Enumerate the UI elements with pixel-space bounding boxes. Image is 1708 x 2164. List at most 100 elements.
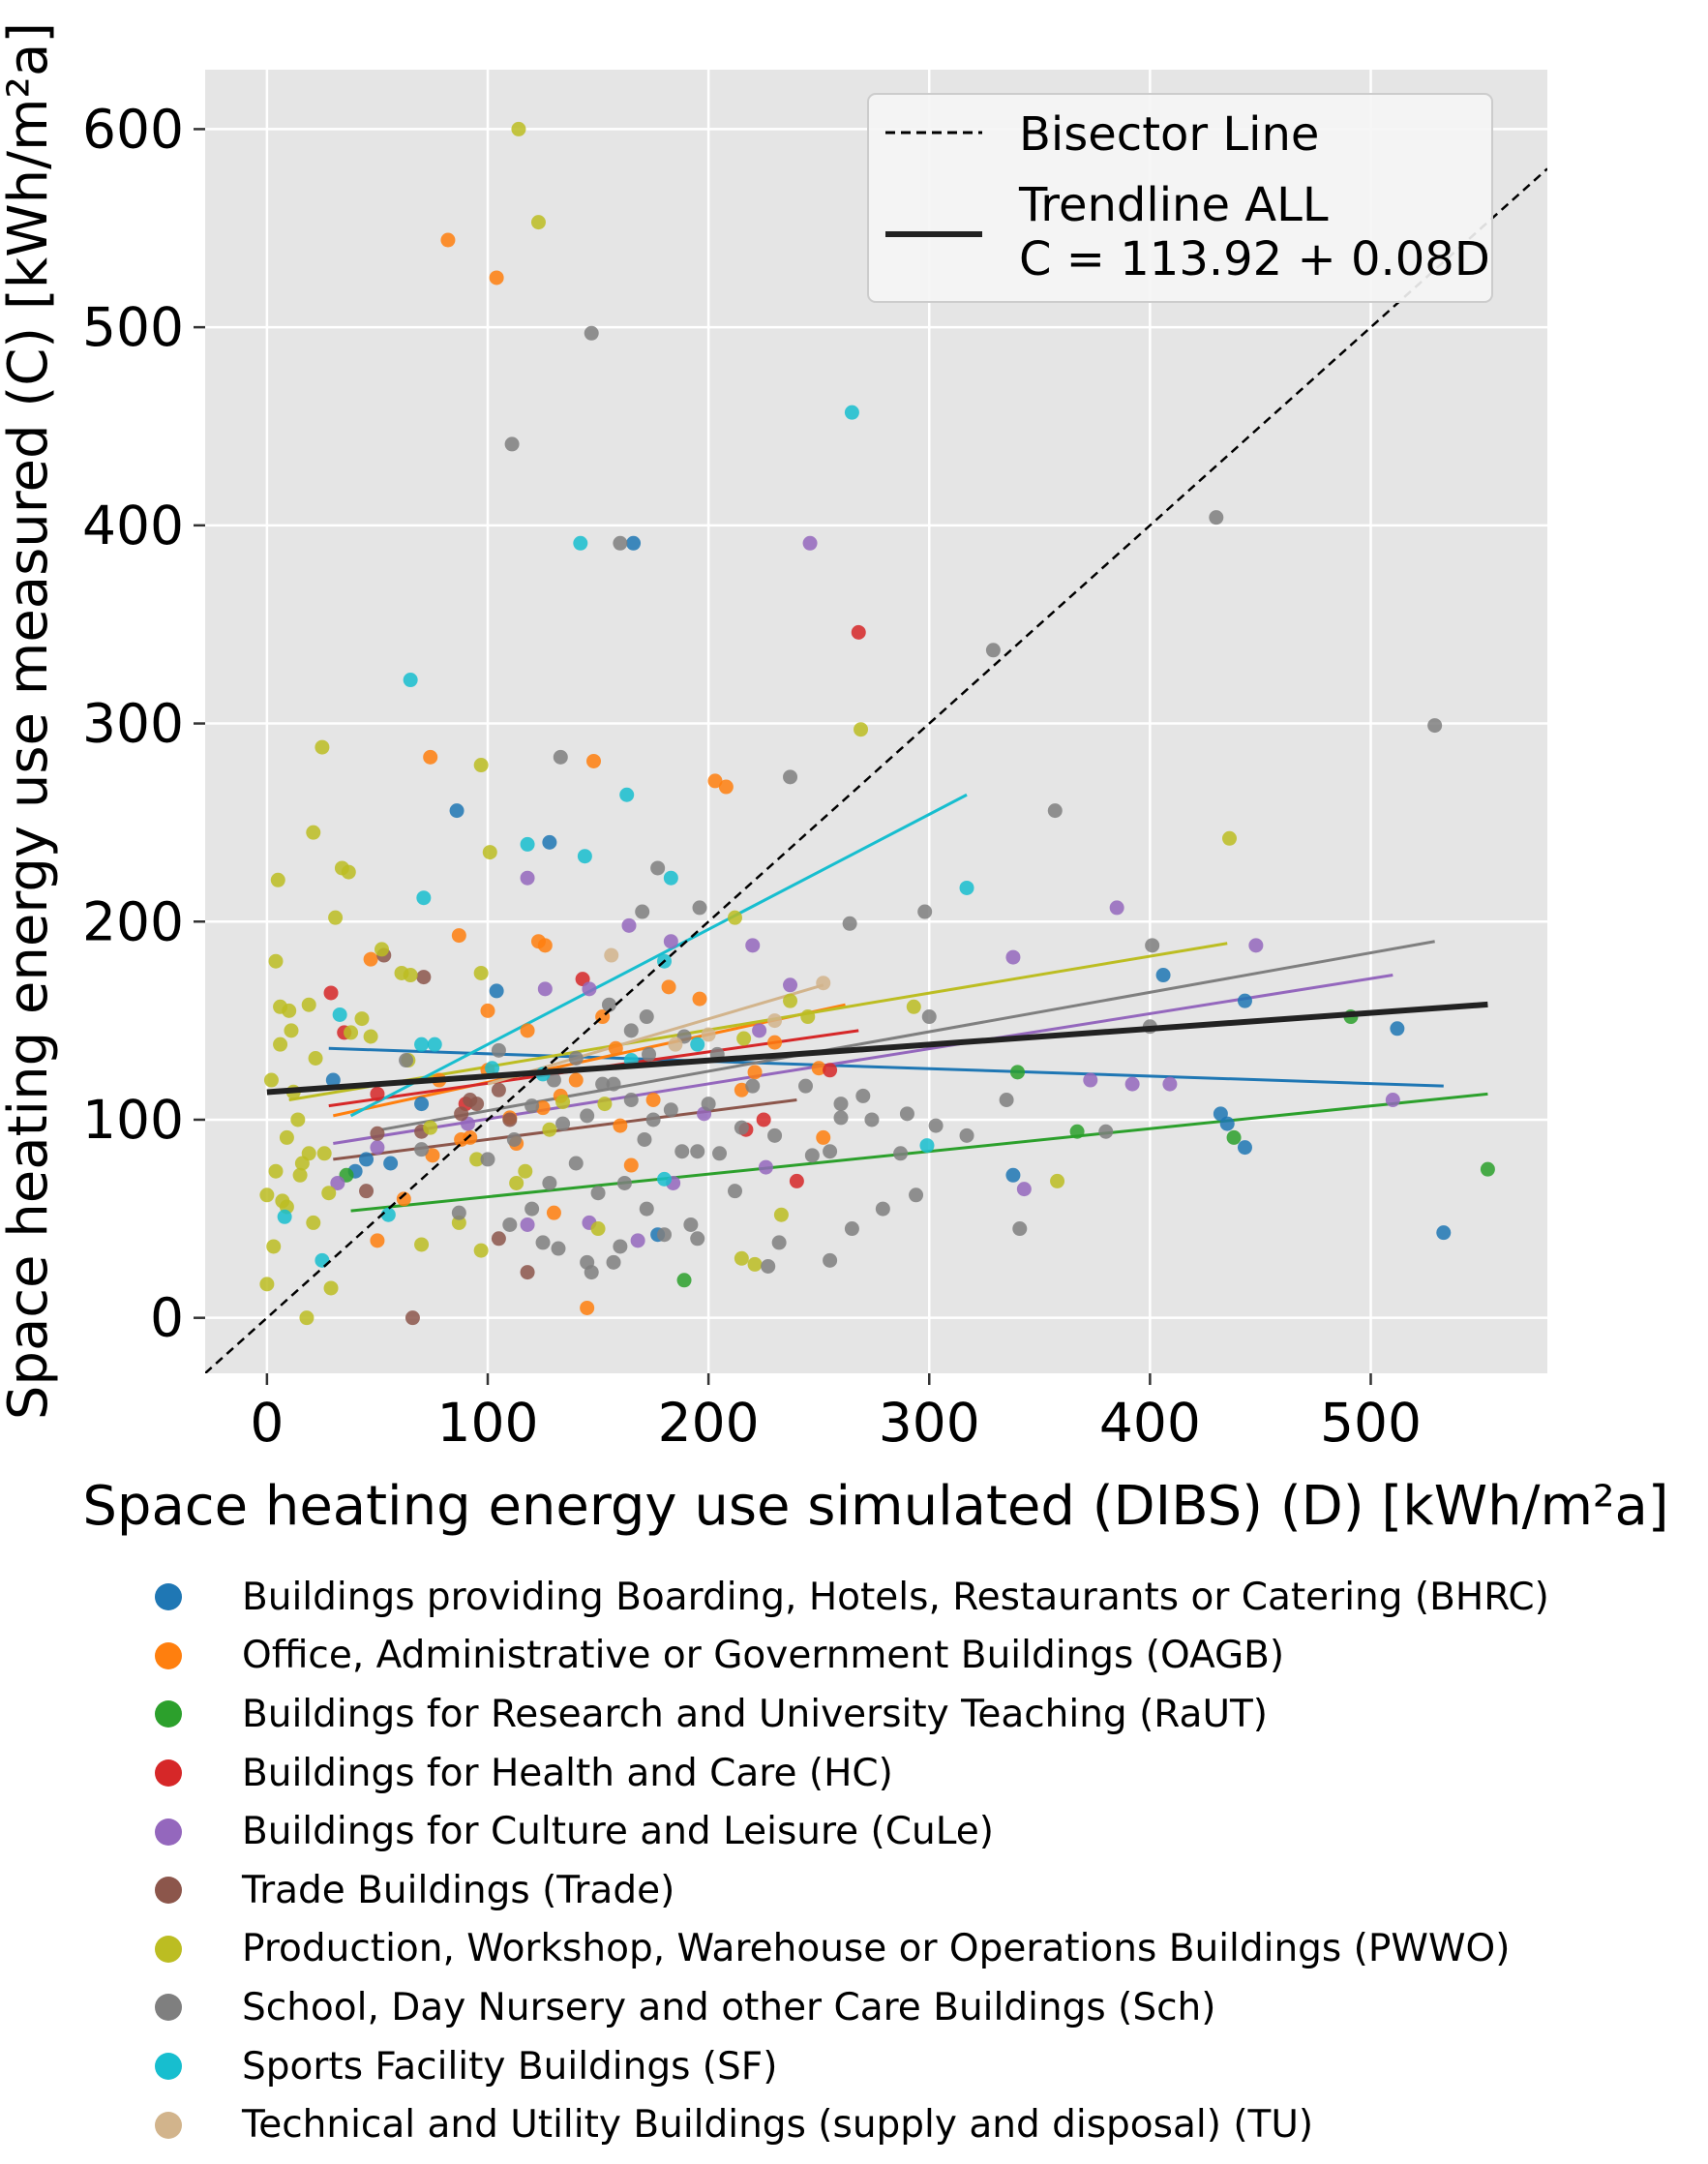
data-point xyxy=(480,1152,495,1167)
data-point xyxy=(332,1007,347,1022)
data-point xyxy=(844,1221,859,1237)
data-point xyxy=(284,1023,299,1038)
data-point xyxy=(524,1098,540,1114)
data-point xyxy=(268,953,284,969)
data-point xyxy=(661,979,676,995)
data-point xyxy=(833,1097,849,1112)
data-point xyxy=(551,1241,566,1256)
category-legend-item: Technical and Utility Buildings (supply … xyxy=(145,2095,1693,2154)
data-point xyxy=(511,121,526,136)
data-point xyxy=(491,1042,506,1058)
data-point xyxy=(1237,1140,1252,1156)
data-point xyxy=(752,1023,767,1038)
data-point xyxy=(619,787,635,802)
x-axis-ticks: 0 100 200 300 400 500 xyxy=(250,1373,1422,1454)
data-point xyxy=(279,1129,294,1145)
data-point xyxy=(613,1239,628,1254)
data-point xyxy=(590,1221,606,1237)
data-point xyxy=(535,1235,551,1250)
data-point xyxy=(909,1187,924,1203)
data-point xyxy=(542,1175,557,1190)
category-legend-label: Office, Administrative or Government Bui… xyxy=(242,1634,1285,1678)
data-point xyxy=(692,900,707,916)
y-tick-label: 100 xyxy=(82,1089,184,1151)
data-point xyxy=(798,1078,813,1094)
data-point xyxy=(676,1273,692,1288)
data-point xyxy=(454,1106,469,1122)
data-point xyxy=(854,722,869,737)
reference-lines xyxy=(205,167,1547,1373)
category-legend-label: Buildings providing Boarding, Hotels, Re… xyxy=(242,1575,1549,1619)
data-point xyxy=(921,1009,937,1025)
data-point xyxy=(577,849,592,864)
data-point xyxy=(502,1112,518,1127)
category-trendline xyxy=(350,1092,1488,1213)
data-point xyxy=(701,1097,716,1112)
data-point xyxy=(330,1175,345,1190)
data-points xyxy=(259,121,1495,1326)
data-point xyxy=(485,1061,500,1076)
scatter-chart: 0 100 200 300 400 500 0 100 200 300 400 500 600 Spa… xyxy=(0,22,1669,1538)
data-point xyxy=(299,1310,315,1326)
data-point xyxy=(480,1003,495,1018)
data-point xyxy=(315,739,330,755)
data-point xyxy=(1005,1167,1021,1183)
data-point xyxy=(354,1011,370,1027)
bisector-legend-label: Bisector Line xyxy=(1019,107,1319,162)
category-legend-item: Office, Administrative or Government Bui… xyxy=(145,1627,1693,1686)
data-point xyxy=(816,1129,831,1145)
data-point xyxy=(1012,1221,1028,1237)
data-point xyxy=(568,1051,584,1067)
data-point xyxy=(597,1097,613,1112)
category-marker-icon xyxy=(155,2111,182,2139)
data-point xyxy=(844,405,859,420)
data-point xyxy=(469,1152,485,1167)
data-point xyxy=(473,965,489,980)
x-tick-label: 300 xyxy=(879,1392,980,1454)
data-point xyxy=(855,1088,871,1103)
data-point xyxy=(728,910,742,925)
data-point xyxy=(595,1076,611,1092)
data-point xyxy=(542,834,557,850)
data-point xyxy=(292,1167,308,1183)
data-point xyxy=(427,1037,442,1052)
category-legend-item: Buildings for Research and University Te… xyxy=(145,1685,1693,1744)
data-point xyxy=(783,993,798,1008)
data-point xyxy=(613,1118,628,1133)
data-point xyxy=(767,1127,783,1143)
data-point xyxy=(423,749,438,765)
data-point xyxy=(613,535,628,551)
data-point xyxy=(802,535,818,551)
category-legend-item: Trade Buildings (Trade) xyxy=(145,1861,1693,1920)
category-legend-label: Production, Workshop, Warehouse or Opera… xyxy=(242,1927,1511,1971)
data-point xyxy=(506,1131,522,1147)
data-point xyxy=(491,1231,506,1247)
data-point xyxy=(509,1175,524,1190)
data-point xyxy=(306,825,321,840)
data-point xyxy=(668,1037,683,1052)
data-point xyxy=(745,938,761,953)
data-point xyxy=(906,999,921,1014)
data-point xyxy=(1480,1161,1495,1177)
data-point xyxy=(301,1146,316,1161)
data-point xyxy=(1162,1076,1178,1092)
line-legend-frame xyxy=(867,93,1493,303)
trendline-legend-label: Trendline ALL C = 113.92 + 0.08D xyxy=(1018,178,1490,286)
data-point xyxy=(639,1201,654,1217)
data-point xyxy=(1427,718,1443,734)
trendline-legend-line: C = 113.92 + 0.08D xyxy=(1019,232,1490,286)
data-point xyxy=(645,1092,661,1107)
data-point xyxy=(359,1184,375,1199)
data-point xyxy=(568,1156,584,1171)
data-point xyxy=(1222,830,1237,846)
data-point xyxy=(1083,1072,1098,1088)
data-point xyxy=(783,977,798,993)
data-point xyxy=(1010,1065,1025,1080)
data-point xyxy=(290,1112,306,1127)
data-point xyxy=(657,1227,672,1243)
data-point xyxy=(842,916,857,931)
category-marker-icon xyxy=(155,1759,182,1788)
data-point xyxy=(630,1233,645,1248)
data-point xyxy=(414,1237,430,1252)
data-point xyxy=(919,1138,935,1154)
